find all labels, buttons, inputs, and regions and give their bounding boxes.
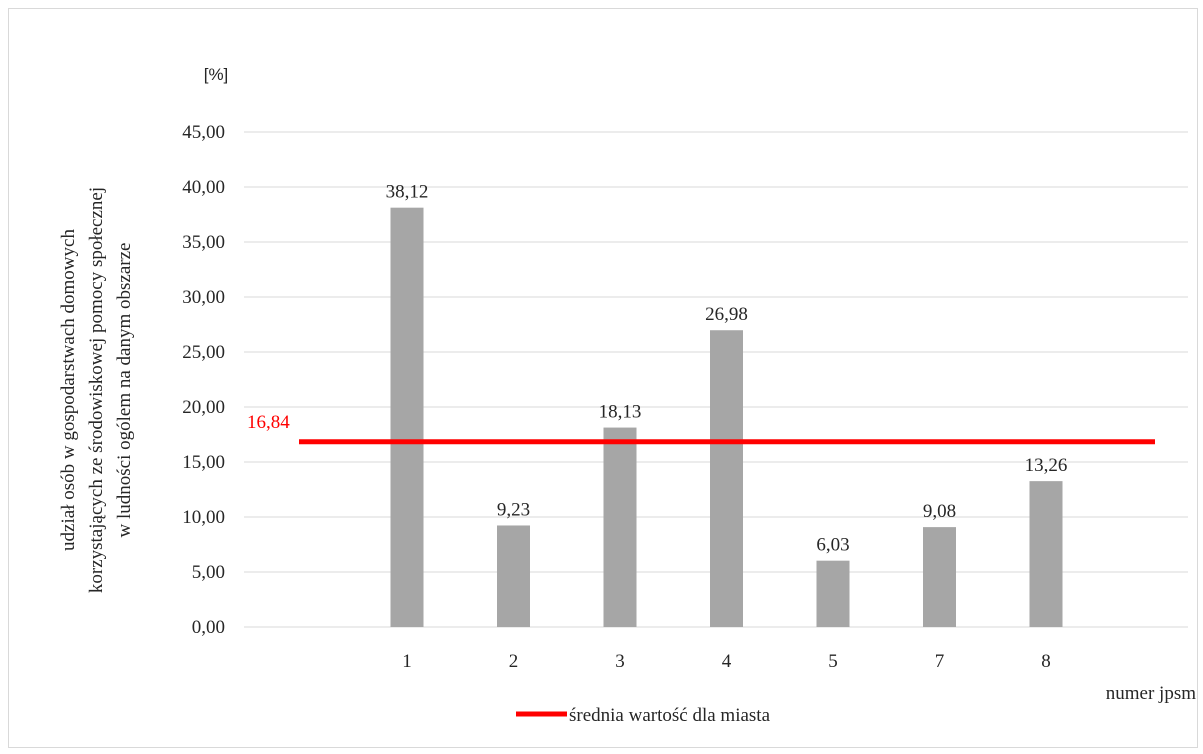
bar-value-label: 13,26 xyxy=(1025,455,1068,476)
y-axis-title-line-1: udział osób w gospodarstwach domowych xyxy=(58,229,79,551)
y-axis-title-line-2: korzystających ze środowiskowej pomocy s… xyxy=(86,187,107,593)
bar-value-label: 9,08 xyxy=(923,501,956,522)
average-line-group: 16,84 xyxy=(247,412,1155,445)
x-tick-label: 4 xyxy=(722,651,732,672)
x-tick-label: 7 xyxy=(935,651,945,672)
chart-frame xyxy=(8,8,1198,748)
y-tick-label: 40,00 xyxy=(182,177,225,198)
x-tick-label: 8 xyxy=(1041,651,1051,672)
y-tick-label: 15,00 xyxy=(182,452,225,473)
bar-value-label: 9,23 xyxy=(497,499,530,520)
bar-value-label: 6,03 xyxy=(816,535,849,556)
x-axis-title: numer jpsm xyxy=(1106,683,1196,704)
y-tick-label: 30,00 xyxy=(182,287,225,308)
bar xyxy=(390,207,424,627)
bar xyxy=(497,525,530,627)
bar xyxy=(710,330,743,627)
legend-label: średnia wartość dla miasta xyxy=(569,705,771,726)
y-tick-label: 35,00 xyxy=(182,232,225,253)
y-axis-title: udział osób w gospodarstwach domowych ko… xyxy=(58,187,135,593)
y-unit-label: [%] xyxy=(204,65,229,84)
y-tick-label: 10,00 xyxy=(182,507,225,528)
x-tick-labels: 1 2 3 4 5 7 8 xyxy=(402,651,1051,672)
y-axis-title-line-3: w ludności ogólem na danym obszarze xyxy=(114,243,135,538)
bar-value-label: 26,98 xyxy=(705,304,748,325)
data-labels: 38,12 9,23 18,13 26,98 6,03 9,08 13,26 xyxy=(386,182,1068,556)
y-tick-label: 45,00 xyxy=(182,122,225,143)
bars xyxy=(390,207,1063,627)
x-tick-label: 1 xyxy=(402,651,412,672)
y-tick-label: 20,00 xyxy=(182,397,225,418)
bar xyxy=(923,527,956,627)
y-tick-label: 0,00 xyxy=(192,617,225,638)
x-tick-label: 2 xyxy=(509,651,519,672)
bar xyxy=(1029,481,1063,627)
bar-value-label: 38,12 xyxy=(386,182,429,203)
y-tick-labels: 0,00 5,00 10,00 15,00 20,00 25,00 30,00 35,00 40… xyxy=(182,122,225,638)
legend: średnia wartość dla miasta xyxy=(516,705,771,726)
y-tick-label: 5,00 xyxy=(192,562,225,583)
bar xyxy=(603,427,637,627)
bar-value-label: 18,13 xyxy=(599,402,642,423)
x-tick-label: 5 xyxy=(828,651,838,672)
bar xyxy=(816,560,850,627)
y-tick-label: 25,00 xyxy=(182,342,225,363)
average-value-label: 16,84 xyxy=(247,412,290,433)
x-tick-label: 3 xyxy=(615,651,625,672)
